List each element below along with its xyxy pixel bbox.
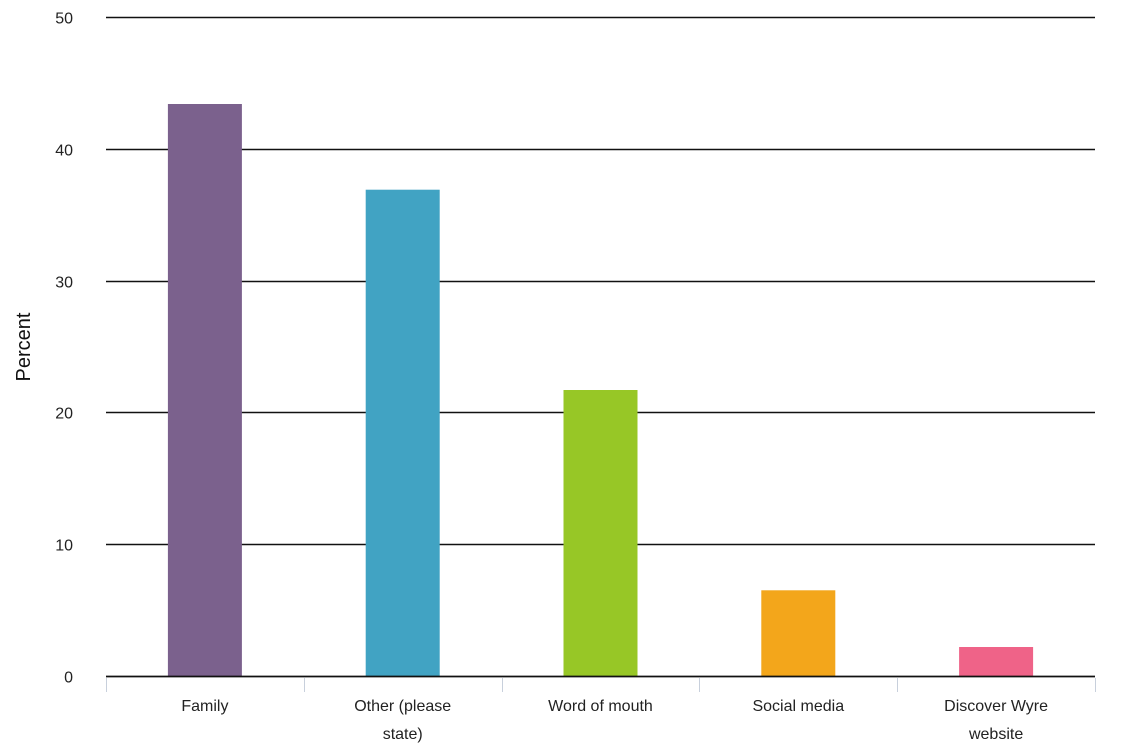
y-tick-label: 50 [55,11,73,28]
gridlines [106,16,1095,546]
x-tick-label-line: Family [181,698,228,715]
y-tick-label: 30 [55,275,73,292]
x-tick-label: Discover Wyre website [944,698,1048,743]
x-tick-label: Social media [752,698,844,715]
x-tick-label-line: Word of mouth [548,698,653,715]
x-tick-label-line: state) [383,726,423,743]
x-tick-label-line: Other (please [354,698,451,715]
bar-other-please-state [365,189,440,676]
y-tick-label: 40 [55,143,73,160]
x-tick-label-line: website [968,726,1023,743]
y-tick-label: 0 [64,670,73,687]
x-tick-label-line: Social media [752,698,844,715]
bar-discover-wyre-website [959,647,1034,676]
x-tick-label-line: Discover Wyre [944,698,1048,715]
y-tick-label: 10 [55,538,73,555]
bars [167,104,1034,676]
x-tick-label: Word of mouth [548,698,653,715]
y-axis-title: Percent [13,312,35,381]
y-axis-tick-labels: 0 10 20 30 40 50 [55,11,73,687]
bar-family [167,104,242,676]
x-tick-label: Other (please state) [354,698,451,743]
x-axis [106,675,1096,692]
y-tick-label: 20 [55,406,73,423]
bar-social-media [761,590,836,676]
x-tick-label: Family [181,698,228,715]
x-axis-tick-labels: Family Other (please state) Word of mouth So… [181,698,1048,743]
bar-word-of-mouth [563,390,638,676]
